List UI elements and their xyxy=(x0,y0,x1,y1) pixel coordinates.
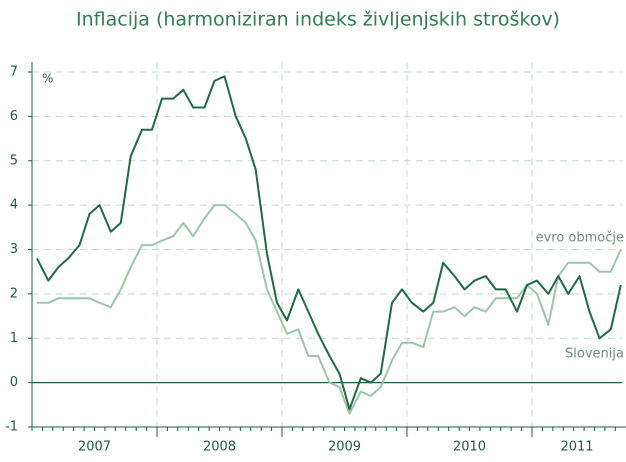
y-tick-label: 0 xyxy=(10,375,18,390)
x-tick-label: 2007 xyxy=(78,440,111,455)
y-tick-label: 2 xyxy=(10,286,18,301)
series-line xyxy=(36,75,622,411)
x-tick-label: 2009 xyxy=(328,440,361,455)
x-tick-label: 2008 xyxy=(203,440,236,455)
y-tick-label: 7 xyxy=(10,65,18,80)
y-tick-label: 6 xyxy=(10,109,18,124)
y-unit: % xyxy=(42,72,53,86)
series-line xyxy=(37,204,622,415)
y-tick-label: 3 xyxy=(10,242,18,257)
y-tick-label: 4 xyxy=(10,198,18,213)
chart-title: Inflacija (harmoniziran indeks življenjs… xyxy=(76,9,560,31)
y-tick-label: -1 xyxy=(5,420,18,435)
series-label: evro območje xyxy=(536,231,624,246)
series-label: Slovenija xyxy=(565,347,624,362)
x-tick-label: 2010 xyxy=(453,440,486,455)
x-tick-label: 2011 xyxy=(560,440,593,455)
y-tick-label: 5 xyxy=(10,153,18,168)
y-tick-label: 1 xyxy=(10,331,18,346)
